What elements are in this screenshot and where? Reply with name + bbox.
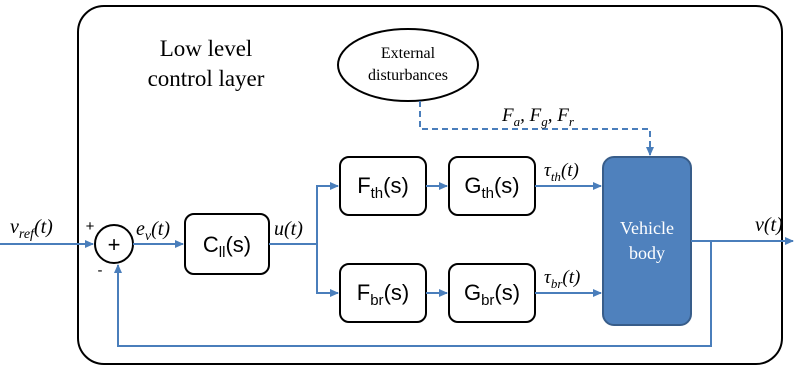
plus-sign: + [86, 218, 95, 235]
disturbance-label-line1: External [381, 45, 436, 62]
control-layer-frame [77, 5, 783, 365]
layer-title-line1: Low level [160, 36, 253, 61]
g-br-label: Gbr(s) [464, 280, 520, 309]
g-th-label: Gth(s) [464, 173, 519, 202]
summing-junction-symbol: + [108, 232, 121, 257]
u-signal-label: u(t) [274, 218, 303, 240]
f-th-label: Fth(s) [357, 173, 409, 202]
v-output-label: v(t) [755, 214, 783, 236]
layer-title-line2: control layer [148, 66, 265, 91]
tau-br-label: τbr(t) [544, 267, 580, 291]
external-disturbances-ellipse [337, 28, 479, 102]
feedback-path-arrow [114, 241, 712, 347]
v-ref-label: vref(t) [10, 216, 53, 242]
controller-label: Cll(s) [203, 232, 251, 261]
vehicle-label-line1: Vehicle [620, 218, 674, 238]
error-signal-label: ev(t) [136, 218, 170, 244]
minus-sign: - [98, 262, 103, 279]
disturbance-label-line2: disturbances [368, 67, 448, 84]
tau-th-label: τth(t) [544, 160, 579, 184]
disturbance-dashed-arrow [419, 101, 654, 156]
vehicle-body-block [602, 156, 692, 326]
forces-label: Fa, Fg, Fr [501, 105, 575, 129]
vehicle-label-line2: body [629, 243, 665, 263]
f-br-label: Fbr(s) [357, 280, 409, 309]
